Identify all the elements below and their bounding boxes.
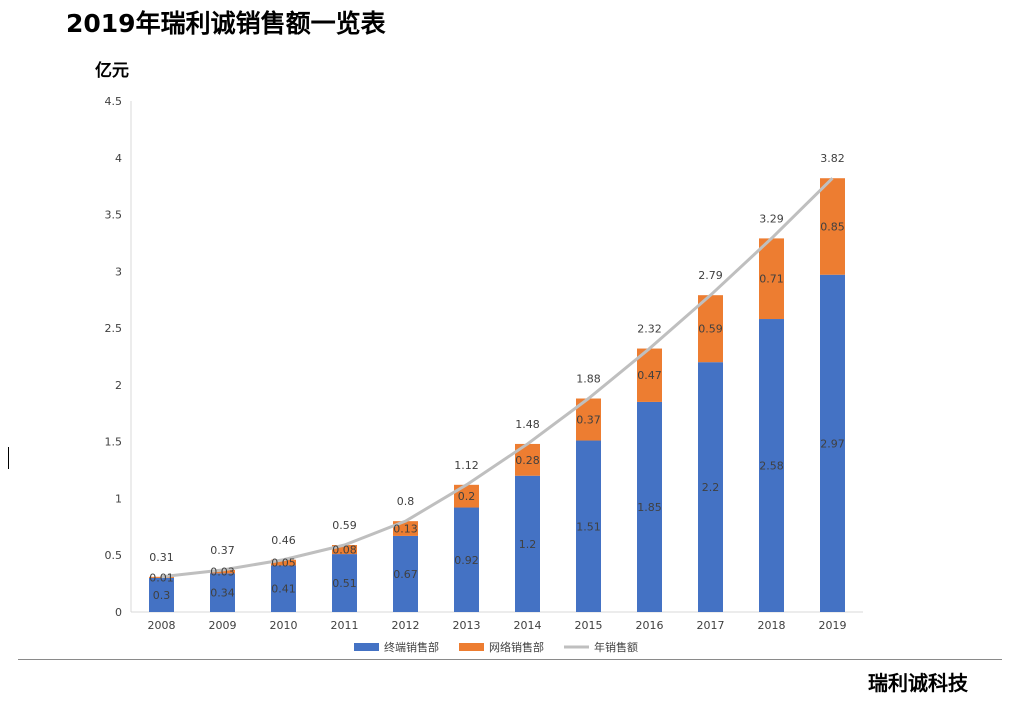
data-label-online: 0.85 (820, 220, 845, 233)
data-label-terminal: 0.67 (393, 568, 418, 581)
bar-terminal (393, 535, 418, 612)
y-tick-label: 1.5 (105, 436, 123, 449)
bar-terminal (210, 573, 235, 612)
bar-online (210, 569, 235, 574)
data-label-total: 0.8 (397, 495, 415, 508)
bar-terminal (515, 475, 540, 612)
y-axis-unit-label: 亿元 (95, 61, 129, 81)
bar-terminal (820, 274, 845, 612)
x-tick-label: 2011 (331, 619, 359, 632)
bar-terminal (271, 565, 296, 612)
bar-online (820, 178, 845, 275)
x-tick-label: 2016 (636, 619, 664, 632)
data-label-total: 3.82 (820, 152, 845, 165)
x-tick-label: 2015 (575, 619, 603, 632)
chart-title: 2019年瑞利诚销售额一览表 (66, 9, 386, 38)
data-label-terminal: 1.2 (519, 538, 537, 551)
data-label-total: 2.32 (637, 323, 662, 336)
x-tick-label: 2009 (209, 619, 237, 632)
legend-swatch-terminal (354, 643, 379, 651)
data-label-terminal: 2.97 (820, 437, 845, 450)
bar-terminal (454, 507, 479, 612)
data-label-terminal: 1.51 (576, 520, 601, 533)
data-label-online: 0.03 (210, 566, 235, 579)
y-tick-label: 0 (115, 606, 122, 619)
y-tick-label: 3 (115, 265, 122, 278)
x-tick-label: 2019 (819, 619, 847, 632)
data-label-total: 3.29 (759, 212, 784, 225)
y-tick-label: 2 (115, 379, 122, 392)
bar-terminal (759, 319, 784, 612)
x-tick-label: 2010 (270, 619, 298, 632)
data-label-total: 1.12 (454, 459, 479, 472)
y-tick-label: 4 (115, 152, 122, 165)
data-label-terminal: 2.58 (759, 460, 784, 473)
data-label-online: 0.59 (698, 323, 723, 336)
y-tick-label: 2.5 (105, 322, 123, 335)
bar-online (637, 348, 662, 402)
data-label-terminal: 2.2 (702, 481, 720, 494)
data-label-terminal: 0.92 (454, 554, 479, 567)
y-tick-label: 4.5 (105, 95, 123, 108)
data-label-online: 0.08 (332, 544, 357, 557)
data-label-online: 0.37 (576, 414, 601, 427)
x-tick-label: 2012 (392, 619, 420, 632)
data-label-terminal: 0.3 (153, 589, 171, 602)
legend-label-online: 网络销售部 (489, 640, 544, 654)
data-label-total: 0.37 (210, 544, 235, 557)
data-label-online: 0.71 (759, 273, 784, 286)
data-label-online: 0.2 (458, 490, 476, 503)
data-label-total: 1.48 (515, 418, 540, 431)
y-tick-label: 3.5 (105, 209, 123, 222)
bar-online (149, 576, 174, 578)
bar-online (271, 559, 296, 566)
bar-online (454, 484, 479, 508)
legend-swatch-online (459, 643, 484, 651)
line-total-sales (161, 177, 834, 579)
legend-label-total: 年销售额 (594, 640, 638, 654)
data-label-online: 0.13 (393, 523, 418, 536)
bar-online (759, 238, 784, 320)
bar-terminal (698, 362, 723, 612)
data-label-total: 1.88 (576, 373, 601, 386)
x-tick-label: 2013 (453, 619, 481, 632)
data-label-online: 0.28 (515, 454, 540, 467)
data-label-total: 0.59 (332, 519, 357, 532)
bar-terminal (332, 554, 357, 612)
data-label-total: 0.46 (271, 534, 296, 547)
footer-divider (18, 659, 1002, 660)
data-label-terminal: 0.41 (271, 583, 296, 596)
data-label-online: 0.47 (637, 369, 662, 382)
bar-terminal (149, 577, 174, 612)
bar-terminal (576, 440, 601, 612)
data-label-online: 0.01 (149, 571, 174, 584)
text-cursor (8, 447, 9, 469)
y-tick-label: 1 (115, 492, 122, 505)
legend-label-terminal: 终端销售部 (384, 640, 439, 654)
x-tick-label: 2017 (697, 619, 725, 632)
data-label-total: 0.31 (149, 551, 174, 564)
data-label-terminal: 0.51 (332, 577, 357, 590)
x-tick-label: 2014 (514, 619, 542, 632)
y-tick-label: 0.5 (105, 549, 123, 562)
bar-online (332, 545, 357, 555)
bar-terminal (637, 401, 662, 612)
footer-brand: 瑞利诚科技 (868, 671, 968, 695)
data-label-online: 0.05 (271, 557, 296, 570)
x-tick-label: 2008 (148, 619, 176, 632)
x-tick-label: 2018 (758, 619, 786, 632)
bar-online (698, 295, 723, 363)
data-label-terminal: 1.85 (637, 501, 662, 514)
data-label-terminal: 0.34 (210, 587, 235, 600)
data-label-total: 2.79 (698, 269, 723, 282)
